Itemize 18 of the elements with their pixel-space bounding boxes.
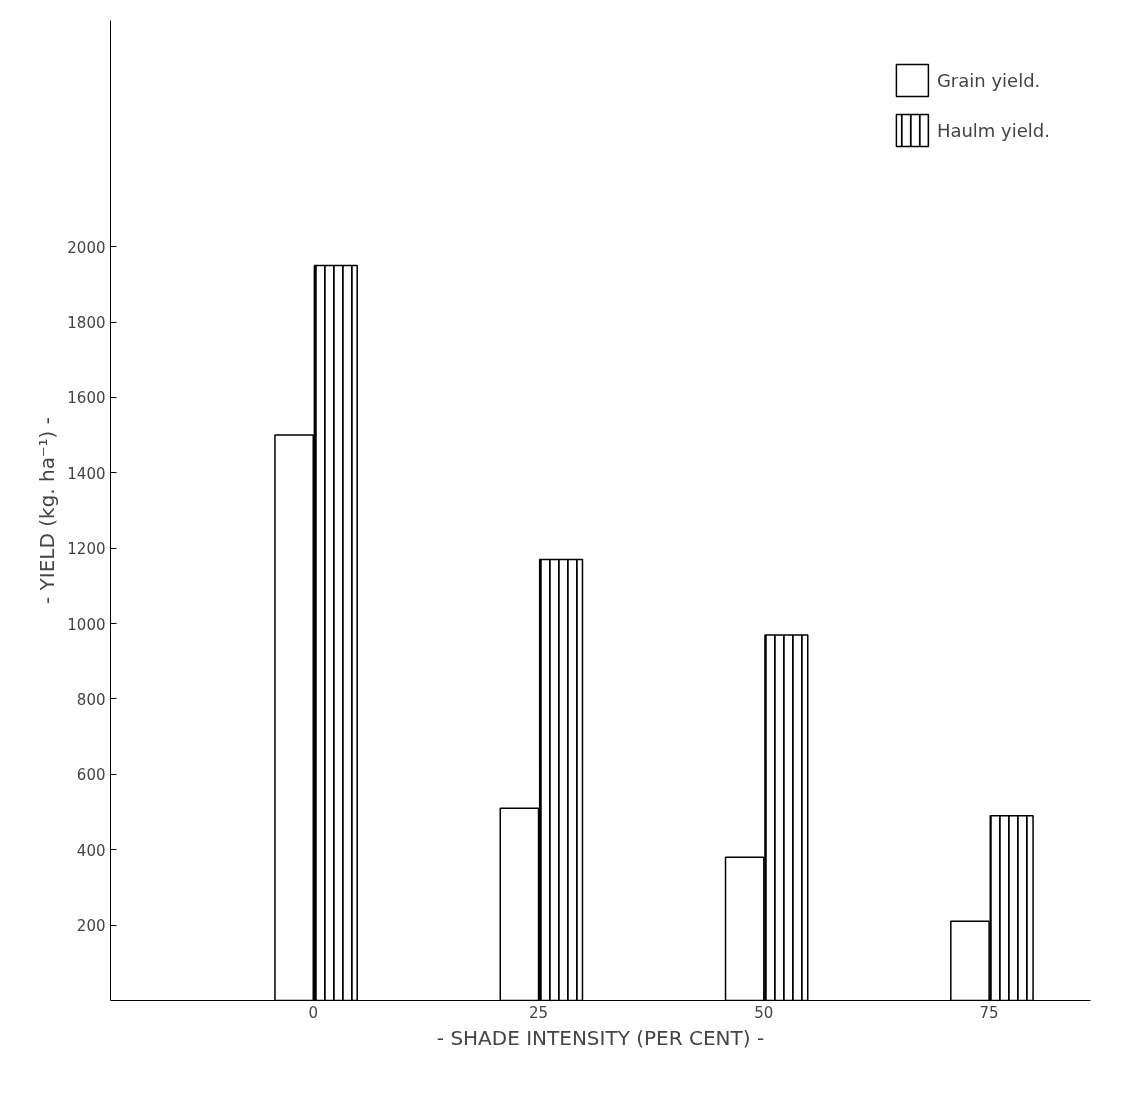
y-tick-label: 1200 [67, 540, 106, 559]
y-tick-label: 600 [76, 766, 106, 785]
x-tick-label: 50 [754, 1003, 774, 1022]
y-tick-label: 1800 [67, 314, 106, 333]
y-tick-label: 400 [76, 841, 106, 860]
y-axis-title: - YIELD (kg. ha⁻¹) - [35, 417, 60, 604]
y-tick-label: 1600 [67, 389, 106, 408]
x-axis-title: - SHADE INTENSITY (PER CENT) - [436, 1025, 765, 1050]
y-tick-label: 200 [76, 917, 106, 936]
x-tick-label: 0 [308, 1003, 319, 1022]
x-tick-label: 25 [529, 1003, 549, 1022]
y-tick-label: 1000 [67, 615, 106, 634]
y-tick-label: 800 [76, 690, 106, 709]
legend-label: Haulm yield. [936, 119, 1050, 141]
y-tick-label: 2000 [67, 238, 106, 257]
x-tick-label: 75 [979, 1003, 999, 1022]
legend-label: Grain yield. [936, 69, 1041, 91]
y-tick-label: 1400 [67, 464, 106, 483]
